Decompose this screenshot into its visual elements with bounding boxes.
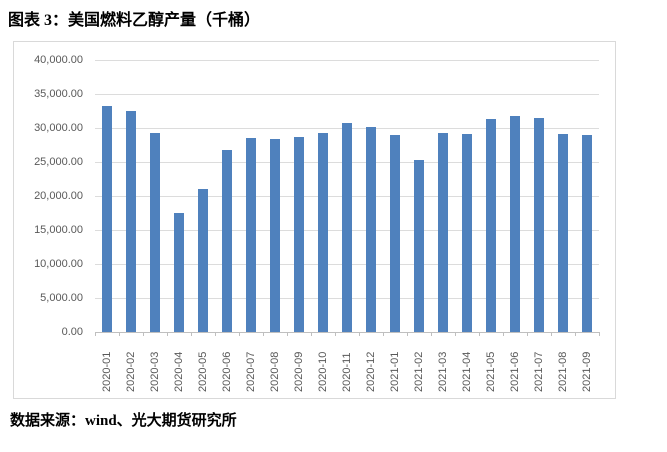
x-tick-label: 2020-12 [364,351,377,392]
x-tick-label: 2020-04 [172,351,185,392]
x-axis-tick [263,332,264,336]
bar-2020-03 [150,132,160,332]
x-tick-label: 2020-05 [196,351,209,392]
x-axis-tick [479,332,480,336]
x-axis-tick [287,332,288,336]
x-tick-label: 2020-06 [220,351,233,392]
bar-2021-03 [438,132,448,332]
x-tick-label: 2020-02 [124,351,137,392]
x-axis-tick [551,332,552,336]
x-axis-tick [191,332,192,336]
x-tick-label: 2021-09 [580,351,593,392]
bar-2021-05 [486,119,496,332]
x-axis-tick [407,332,408,336]
x-axis-tick [455,332,456,336]
x-axis-tick [167,332,168,336]
x-axis-tick [383,332,384,336]
bar-2021-04 [462,134,472,332]
y-tick-label: 0.00 [61,326,83,338]
bar-2021-01 [390,135,400,332]
x-axis-tick [239,332,240,336]
bar-chart: 0.00 5,000.00 10,000.00 15,000.00 20,000.00 2… [13,41,616,399]
y-tick-label: 35,000.00 [34,88,83,100]
x-tick-label: 2020-03 [148,351,161,392]
bar-2020-07 [246,137,256,332]
figure-title: 图表 3：美国燃料乙醇产量（千桶） [8,12,261,29]
x-tick-label: 2021-06 [508,351,521,392]
bar-2020-06 [222,150,232,332]
x-tick-label: 2021-04 [460,351,473,392]
bar-2020-02 [126,111,136,332]
x-axis-tick [431,332,432,336]
y-tick-label: 40,000.00 [34,54,83,66]
x-axis-tick [503,332,504,336]
bar-2021-02 [414,159,424,332]
x-axis-tick [575,332,576,336]
bar-2020-05 [198,188,208,332]
x-tick-label: 2020-08 [268,351,281,392]
bar-2020-09 [294,136,304,332]
y-tick-label: 30,000.00 [34,122,83,134]
x-axis-tick [311,332,312,336]
x-axis-line [95,332,599,333]
x-tick-label: 2020-07 [244,351,257,392]
x-axis-tick [527,332,528,336]
x-axis-tick [359,332,360,336]
x-axis-tick [215,332,216,336]
x-tick-label: 2020-11 [340,352,353,392]
x-axis-tick [143,332,144,336]
bar-2020-04 [174,213,184,332]
x-axis-tick [599,332,600,336]
bar-2021-08 [558,134,568,332]
x-axis-tick [335,332,336,336]
x-tick-label: 2021-01 [388,351,401,392]
bar-2020-01 [102,105,112,332]
x-tick-label: 2021-07 [532,351,545,392]
y-tick-label: 20,000.00 [34,190,83,202]
bar-2021-06 [510,115,520,332]
x-tick-label: 2020-01 [100,351,113,392]
bar-2020-10 [318,132,328,332]
y-tick-label: 15,000.00 [34,224,83,236]
x-tick-label: 2021-03 [436,351,449,392]
plot-area [95,60,599,333]
data-source-text: 数据来源：wind、光大期货研究所 [10,413,237,429]
gridline [95,60,599,61]
y-tick-label: 10,000.00 [34,258,83,270]
bar-2021-07 [534,118,544,332]
x-axis-tick [119,332,120,336]
y-tick-label: 25,000.00 [34,156,83,168]
bar-2020-12 [366,127,376,332]
gridline [95,94,599,95]
x-tick-label: 2020-09 [292,351,305,392]
bar-2020-08 [270,138,280,332]
y-tick-label: 5,000.00 [40,292,83,304]
x-tick-label: 2021-05 [484,351,497,392]
x-tick-label: 2020-10 [316,351,329,392]
x-tick-label: 2021-02 [412,351,425,392]
bar-2021-09 [582,135,592,332]
x-tick-label: 2021-08 [556,351,569,392]
x-axis-tick [95,332,96,336]
bar-2020-11 [342,122,352,332]
